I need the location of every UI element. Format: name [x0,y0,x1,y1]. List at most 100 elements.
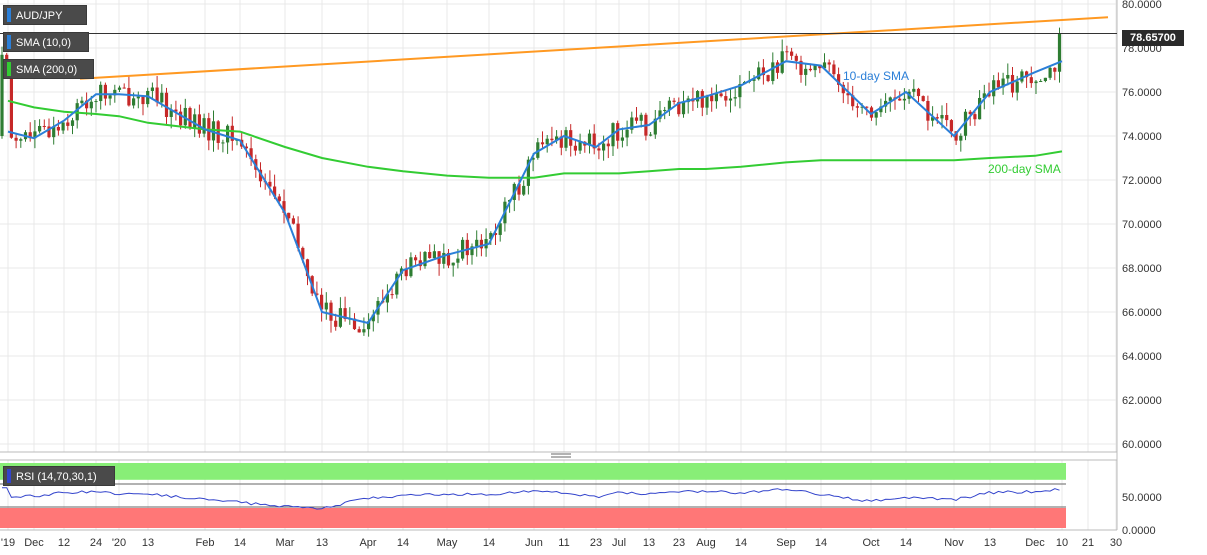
up-candle [395,271,399,299]
candle-body [465,239,469,256]
down-candle [996,72,1000,90]
x-tick-label: '20 [112,537,126,549]
candle-body [456,258,460,263]
down-candle [677,97,681,117]
candle-body [1015,81,1019,93]
down-candle [799,55,803,83]
candle-body [959,135,963,141]
down-candle [493,223,498,246]
candle-body [56,126,60,131]
candle-body [799,60,803,75]
up-candle [94,98,98,113]
candle-body [728,98,733,101]
down-candle [775,60,780,79]
up-candle [183,98,187,129]
candle-body [122,87,126,89]
candle-body [287,212,291,219]
candle-body [404,268,408,277]
down-candle [987,82,991,98]
down-candle [855,103,859,118]
down-candle [724,91,728,107]
candle-body [719,93,723,97]
down-candle [761,59,765,85]
candle-body [103,84,107,99]
down-candle [916,87,921,102]
x-tick-label: 24 [90,537,102,549]
y-tick-label: 76.0000 [1122,87,1162,99]
sma200-legend[interactable]: SMA (200,0) [3,59,94,79]
x-tick-label: 14 [900,537,912,549]
up-candle [475,230,479,257]
candle-body [28,132,32,139]
candle-body [99,84,103,102]
candle-body [822,62,827,69]
candle-body [837,74,841,85]
down-candle [573,139,577,156]
sma200-line [7,99,1063,179]
down-candle [517,175,521,201]
down-candle [249,137,253,166]
candle-body [945,115,949,121]
y-tick-label: 66.0000 [1122,307,1162,319]
rsi-legend[interactable]: RSI (14,70,30,1) [3,466,115,486]
up-candle [202,113,206,138]
sma10-legend[interactable]: SMA (10,0) [3,32,89,52]
down-candle [291,215,295,225]
sma10-legend-label: SMA (10,0) [16,37,72,49]
candle-body [1043,77,1047,82]
up-candle [578,133,582,154]
candle-body [724,96,728,101]
candle-body [320,294,324,310]
down-candle [357,326,361,333]
candle-body [973,114,977,120]
symbol-legend[interactable]: AUD/JPY [3,5,87,25]
x-tick-label: May [437,537,458,549]
up-candle [33,120,37,149]
candle-body [334,320,338,327]
candle-body [545,138,549,145]
candle-body [141,96,145,105]
candle-body [498,223,502,235]
candle-body [785,51,789,53]
symbol-swatch [7,8,11,22]
down-candle [315,281,319,296]
down-candle [352,313,357,331]
candle-body [536,142,540,158]
candle-body [169,109,173,117]
candle-body [794,55,798,61]
candle-body [992,80,996,97]
candle-body [249,148,253,160]
candle-body [493,233,498,235]
candle-body [282,201,286,213]
x-tick-label: 30 [1110,537,1122,549]
candle-body [522,185,526,195]
up-candle [80,96,84,106]
candle-body [978,97,982,120]
up-candle [714,84,718,109]
down-candle [216,119,220,150]
up-candle [136,91,140,109]
x-tick-label: Aug [696,537,716,549]
candle-body [315,293,319,295]
y-tick-label: 74.0000 [1122,131,1162,143]
down-candle [56,119,60,136]
x-tick-label: 14 [815,537,827,549]
up-candle [963,108,968,141]
x-tick-label: 13 [142,537,154,549]
candle-body [813,65,817,71]
candle-body [94,101,98,103]
up-candle [367,313,371,337]
up-candle [625,120,629,147]
candle-body [1025,71,1029,78]
up-candle [324,292,328,320]
candle-body [193,114,197,129]
down-candle [790,47,794,60]
candle-body [592,133,596,149]
candle-body [174,109,178,112]
up-candle [667,96,671,117]
down-candle [559,130,563,156]
up-candle [602,135,606,161]
candle-body [470,246,474,256]
up-candle [738,75,742,109]
